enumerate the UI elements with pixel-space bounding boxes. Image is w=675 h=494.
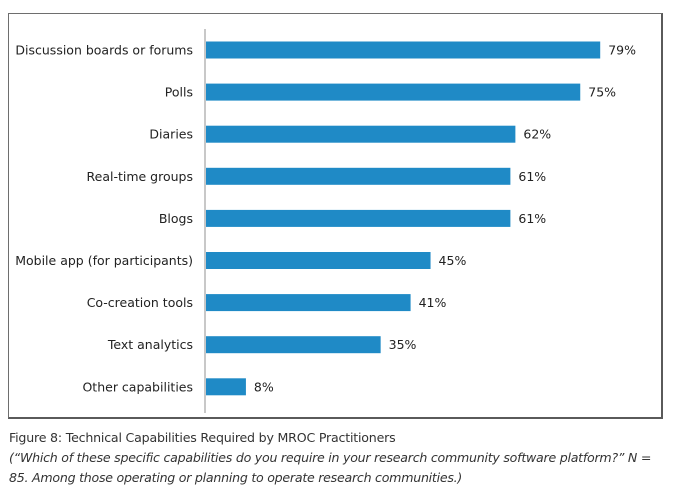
value-label: 61% xyxy=(518,211,546,226)
value-label: 45% xyxy=(439,253,467,268)
value-label: 8% xyxy=(254,379,274,394)
figure-caption: Figure 8: Technical Capabilities Require… xyxy=(9,428,671,488)
category-label: Co-creation tools xyxy=(87,295,193,310)
figure-note: (“Which of these specific capabilities d… xyxy=(9,450,652,485)
category-label: Discussion boards or forums xyxy=(15,43,193,58)
bar xyxy=(206,294,411,312)
value-label: 41% xyxy=(419,295,447,310)
category-label: Mobile app (for participants) xyxy=(15,253,193,268)
bar xyxy=(206,83,581,101)
bar xyxy=(206,336,381,354)
category-label: Real-time groups xyxy=(87,169,194,184)
value-label: 35% xyxy=(389,337,417,352)
value-label: 75% xyxy=(588,85,616,100)
bar xyxy=(206,41,601,59)
category-label: Other capabilities xyxy=(82,379,193,394)
category-label: Polls xyxy=(165,85,193,100)
category-label: Blogs xyxy=(159,211,193,226)
category-label: Text analytics xyxy=(107,337,193,352)
value-label: 79% xyxy=(608,43,636,58)
value-label: 62% xyxy=(523,127,551,142)
bar xyxy=(206,252,431,269)
value-label: 61% xyxy=(518,169,546,184)
bar xyxy=(206,209,511,227)
figure-title: Figure 8: Technical Capabilities Require… xyxy=(9,430,396,445)
bar xyxy=(206,125,516,143)
bar xyxy=(206,378,246,396)
bar-chart: Discussion boards or forums 79% Polls 75% Di… xyxy=(15,29,636,413)
category-label: Diaries xyxy=(149,127,193,142)
bar xyxy=(206,167,511,185)
bars-group: Discussion boards or forums 79% Polls 75% Di… xyxy=(15,41,636,396)
